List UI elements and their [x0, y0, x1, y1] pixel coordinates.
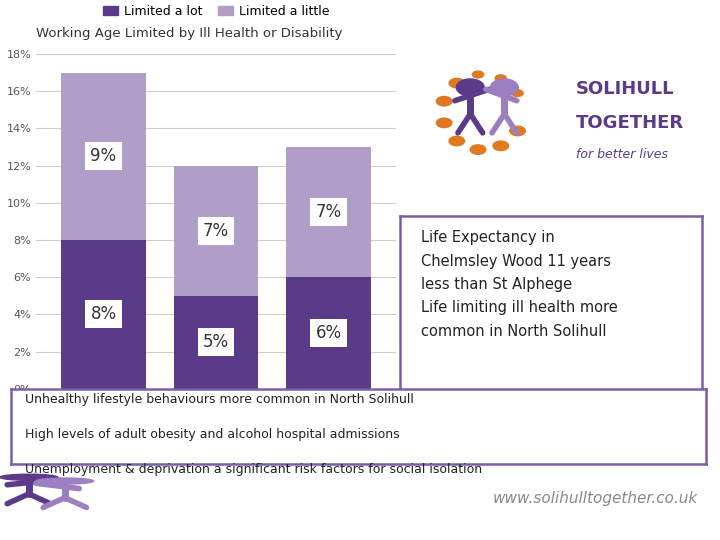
Text: TOGETHER: TOGETHER [575, 114, 684, 132]
Text: SOLIHULL: SOLIHULL [575, 80, 674, 98]
Circle shape [470, 145, 486, 154]
Bar [287, 277, 371, 389]
Circle shape [493, 141, 508, 151]
Bar [174, 166, 258, 296]
Circle shape [456, 79, 485, 96]
Circle shape [449, 136, 464, 146]
Circle shape [36, 478, 94, 484]
Bar [287, 147, 371, 277]
Bar [61, 72, 145, 240]
Text: Working Age Limited by Ill Health or Disability: Working Age Limited by Ill Health or Dis… [36, 28, 343, 40]
Circle shape [0, 474, 58, 480]
Text: 7%: 7% [203, 222, 229, 240]
Circle shape [512, 90, 523, 97]
Text: Life Expectancy in
Chelmsley Wood 11 years
less than St Alphege
Life limiting il: Life Expectancy in Chelmsley Wood 11 yea… [420, 230, 618, 339]
Legend: Limited a lot, Limited a little: Limited a lot, Limited a little [98, 0, 334, 23]
Text: 5%: 5% [203, 333, 229, 352]
Circle shape [436, 118, 452, 127]
Bar [174, 296, 258, 389]
Text: 9%: 9% [91, 147, 117, 165]
Text: Unhealthy lifestyle behaviours more common in North Solihull

High levels of adu: Unhealthy lifestyle behaviours more comm… [24, 393, 482, 476]
Text: 7%: 7% [315, 203, 341, 221]
Bar [61, 240, 145, 389]
Circle shape [495, 75, 506, 82]
Text: www.solihulltogether.co.uk: www.solihulltogether.co.uk [493, 491, 698, 506]
Text: for better lives: for better lives [575, 148, 667, 161]
Circle shape [436, 97, 452, 106]
Circle shape [472, 71, 484, 78]
Text: 8%: 8% [91, 306, 117, 323]
Circle shape [449, 78, 464, 88]
Circle shape [510, 126, 526, 136]
Circle shape [490, 79, 518, 96]
Text: 6%: 6% [315, 324, 341, 342]
